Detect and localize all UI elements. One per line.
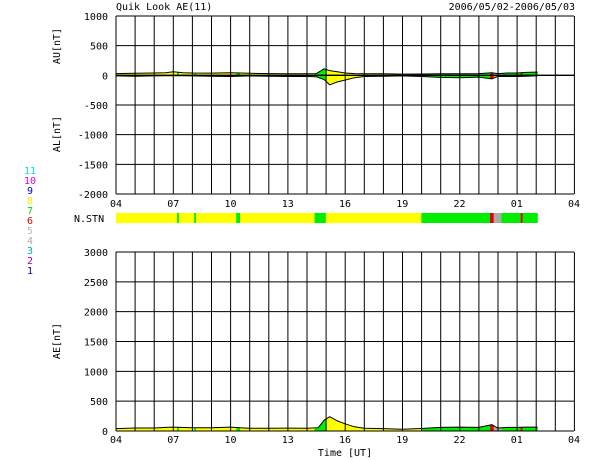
- nstn-segment: [325, 213, 422, 223]
- x-tick-label: 16: [339, 199, 351, 210]
- x-tick-label: 19: [396, 435, 408, 446]
- y-tick-label: 1000: [84, 367, 108, 378]
- nstn-segment: [116, 213, 178, 223]
- legend-entry: 10: [24, 176, 36, 187]
- x-tick-label: 07: [167, 435, 179, 446]
- nstn-segment: [421, 213, 490, 223]
- y-tick-label: -500: [84, 101, 108, 112]
- y-tick-label: 2000: [84, 308, 108, 319]
- ae-area-segment: [501, 427, 521, 431]
- date-range: 2006/05/02-2006/05/03: [449, 2, 575, 13]
- al-area-segment: [325, 75, 422, 85]
- nstn-segment: [236, 213, 240, 223]
- legend-entry: 9: [27, 186, 33, 197]
- y-tick-label: 0: [102, 427, 108, 438]
- y-tick-label: 500: [90, 397, 108, 408]
- nstn-segment: [240, 213, 315, 223]
- x-tick-label: 07: [167, 199, 179, 210]
- nstn-segment: [194, 213, 197, 223]
- x-tick-label: 22: [453, 199, 465, 210]
- nstn-segment: [522, 213, 538, 223]
- x-tick-label: 13: [282, 199, 294, 210]
- ae-area-segment: [421, 425, 491, 431]
- x-tick-label: 13: [282, 435, 294, 446]
- nstn-segment: [490, 213, 494, 223]
- nstn-segment: [179, 213, 195, 223]
- au-area-segment: [314, 68, 326, 76]
- nstn-segment: [501, 213, 521, 223]
- ae-line: [115, 416, 538, 430]
- au-line: [115, 68, 538, 75]
- ae-area-segment: [490, 424, 494, 431]
- al-axis-label: AL[nT]: [52, 116, 63, 152]
- au-al-x-ticks: 04 07 10 13 16 19 22 01 04: [110, 199, 580, 210]
- au-axis-label: AU[nT]: [52, 28, 63, 64]
- ae-y-ticks: 3000 2500 2000 1500 1000 500 0: [84, 248, 108, 438]
- legend-entry: 3: [27, 246, 33, 257]
- x-tick-label: 19: [396, 199, 408, 210]
- ae-axis-label: AE[nT]: [52, 323, 63, 359]
- ae-area-segment: [522, 427, 538, 431]
- ae-area-segment: [236, 427, 241, 431]
- nstn-segment: [177, 213, 179, 223]
- nstn-segment: [314, 213, 326, 223]
- au-al-gridlines: [115, 15, 575, 195]
- legend-entry: 5: [27, 226, 33, 237]
- y-tick-label: 0: [102, 71, 108, 82]
- x-tick-label: 22: [453, 435, 465, 446]
- legend-entry: 7: [27, 206, 33, 217]
- nstn-label: N.STN: [74, 214, 104, 225]
- ae-area-segment: [177, 427, 179, 431]
- x-tick-label: 01: [511, 435, 523, 446]
- al-area-segment: [421, 75, 491, 79]
- ae-x-ticks: 04 07 10 13 16 19 22 01 04: [110, 435, 580, 446]
- nstn-segment: [196, 213, 237, 223]
- y-tick-label: 3000: [84, 248, 108, 259]
- y-tick-label: 1000: [84, 12, 108, 23]
- nstn-segment: [520, 213, 523, 223]
- x-tick-label: 10: [224, 435, 236, 446]
- ae-area-segment: [325, 416, 422, 431]
- x-tick-label: 04: [110, 199, 122, 210]
- x-tick-label: 10: [224, 199, 236, 210]
- legend-entry: 1: [27, 266, 33, 277]
- x-tick-label: 04: [568, 435, 580, 446]
- legend-entry: 11: [24, 166, 36, 177]
- y-tick-label: 1500: [84, 338, 108, 349]
- nstn-segment: [493, 213, 502, 223]
- au-al-panel: 1000 500 0 -500 -1000 -1500 -2000 04 07 10 13 16 19…: [52, 12, 580, 210]
- x-tick-label: 16: [339, 435, 351, 446]
- station-count-bar: N.STN: [74, 213, 538, 225]
- ae-area-segment: [178, 427, 195, 431]
- ae-area-segment: [194, 427, 197, 431]
- legend-entry: 6: [27, 216, 33, 227]
- ae-gridlines: [115, 251, 575, 432]
- legend-entry: 2: [27, 256, 33, 267]
- au-area-segment: [325, 69, 422, 76]
- x-tick-label: 01: [511, 199, 523, 210]
- ae-area-segment: [520, 427, 523, 431]
- y-tick-label: 2500: [84, 278, 108, 289]
- legend-entry: 8: [27, 196, 33, 207]
- y-tick-label: -2000: [78, 190, 108, 201]
- legend-entry: 4: [27, 236, 33, 247]
- y-tick-label: 500: [90, 42, 108, 53]
- x-axis-title: Time [UT]: [318, 448, 372, 459]
- y-tick-label: -1500: [78, 160, 108, 171]
- au-al-y-ticks: 1000 500 0 -500 -1000 -1500 -2000: [78, 12, 108, 201]
- y-tick-label: -1000: [78, 131, 108, 142]
- x-tick-label: 04: [110, 435, 122, 446]
- au-area-segment: [177, 72, 179, 76]
- x-tick-label: 04: [568, 199, 580, 210]
- figure-title: Quik Look AE(11): [116, 2, 212, 13]
